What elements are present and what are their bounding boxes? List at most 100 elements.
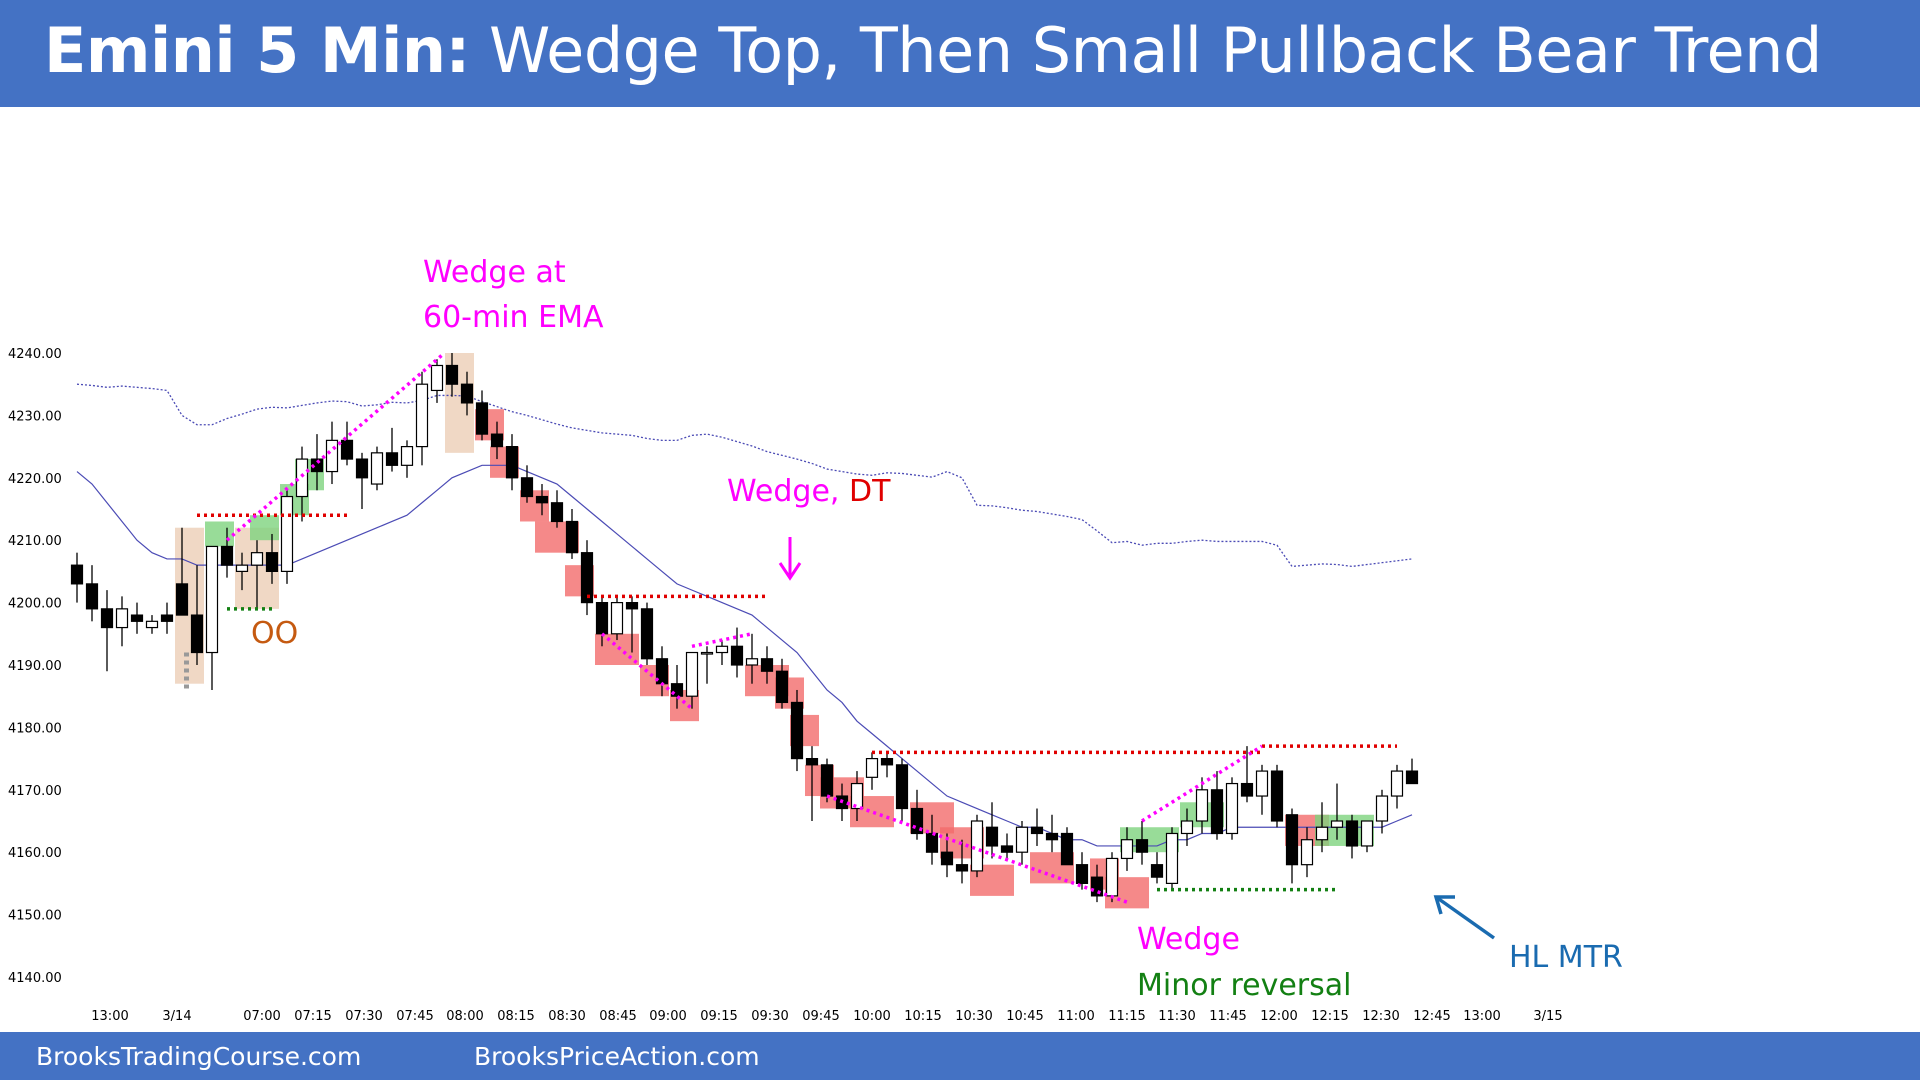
- wedge-dt-trendline: [691, 632, 753, 648]
- candle-body-bull: [1390, 770, 1404, 797]
- header-banner: Emini 5 Min: Wedge Top, Then Small Pullb…: [0, 0, 1920, 107]
- candle-body-bull: [280, 495, 294, 572]
- candle-body-bear: [475, 402, 489, 435]
- annotation-wedge-at-60min-ema-line2: 60-min EMA: [423, 300, 604, 335]
- wedge-dt-arrow-head: [778, 562, 802, 581]
- annotation-minor-reversal: Minor reversal: [1137, 968, 1351, 1003]
- candle: [1120, 827, 1134, 871]
- candle: [1045, 814, 1059, 853]
- candle: [370, 446, 384, 491]
- candle: [1360, 820, 1374, 853]
- candle: [1300, 827, 1314, 878]
- page-title: Emini 5 Min: Wedge Top, Then Small Pullb…: [44, 14, 1822, 87]
- candle: [280, 490, 294, 584]
- candle: [1375, 789, 1389, 834]
- candle: [475, 390, 489, 441]
- candle-body-bull: [1180, 820, 1194, 835]
- candle: [910, 789, 924, 840]
- candle: [130, 602, 144, 634]
- candle: [985, 802, 999, 859]
- candlestick-chart: 4240.00 4230.00 4220.00 4210.00 4200.00 4190.…: [8, 255, 1623, 1024]
- footer-left-link[interactable]: BrooksTradingCourse.com: [36, 1042, 362, 1071]
- candle-body-bull: [1105, 857, 1119, 897]
- candle-body-bull: [145, 620, 159, 629]
- annotation-wedge-dt: Wedge, DT: [727, 474, 891, 509]
- candle-body-bear: [895, 764, 909, 810]
- candle-body-bear: [955, 864, 969, 872]
- candle: [805, 746, 819, 821]
- candle: [535, 484, 549, 516]
- x-tick-label: 09:00: [649, 1009, 686, 1024]
- candle: [1180, 808, 1194, 846]
- candle-body-bear: [565, 520, 579, 554]
- x-axis: 13:00 3/14 07:00 07:15 07:30 07:45 08:00 08:15 0…: [91, 1009, 1562, 1024]
- candle: [325, 421, 339, 485]
- candle-body-bull: [1015, 826, 1029, 853]
- candle: [640, 602, 654, 665]
- candle-body-bear: [1210, 789, 1224, 835]
- footer-banner: BrooksTradingCourse.com BrooksPriceActio…: [0, 1032, 1920, 1080]
- candle-body-bull: [1165, 832, 1179, 884]
- highlight-boxes: [175, 353, 1374, 909]
- candle: [745, 633, 759, 684]
- candle: [1015, 821, 1029, 865]
- candle: [1075, 852, 1089, 890]
- candle: [700, 646, 714, 684]
- candle: [1090, 864, 1104, 903]
- footer-right-link[interactable]: BrooksPriceAction.com: [474, 1042, 760, 1071]
- candle: [925, 814, 939, 865]
- highlight-box-bull: [250, 515, 279, 541]
- annotation-wedge-bottom: Wedge: [1137, 922, 1240, 957]
- candle-body-bear: [670, 683, 684, 697]
- candle: [955, 839, 969, 884]
- candle: [1255, 764, 1269, 815]
- candle-body-bear: [595, 601, 609, 635]
- x-tick-label: 08:45: [599, 1009, 636, 1024]
- candle-body-bear: [880, 757, 894, 766]
- annotation-wedge-at-60min-ema-line1: Wedge at: [423, 255, 566, 290]
- candle: [235, 552, 249, 591]
- candle: [1060, 827, 1074, 866]
- x-tick-label: 3/15: [1533, 1009, 1562, 1024]
- candle: [160, 602, 174, 634]
- candle-body-bear: [1135, 839, 1149, 853]
- ema-60min-line: [76, 383, 1413, 568]
- x-tick-label: 12:00: [1260, 1009, 1297, 1024]
- candle-body-bear: [730, 645, 744, 666]
- y-tick-label: 4220.00: [8, 472, 62, 487]
- candle: [490, 421, 504, 460]
- candle: [400, 440, 414, 478]
- candle: [790, 689, 804, 772]
- x-tick-label: 13:00: [91, 1009, 128, 1024]
- candle-body-bull: [1225, 782, 1239, 835]
- candle: [760, 646, 774, 684]
- candle: [265, 533, 279, 584]
- annotation-wedge-dt-dt: DT: [849, 474, 891, 509]
- candle: [880, 752, 894, 778]
- candle: [145, 615, 159, 634]
- candle-body-bull: [205, 545, 219, 654]
- candle-body-bear: [1270, 770, 1284, 822]
- candle: [895, 758, 909, 821]
- candle-body-bull: [745, 658, 759, 666]
- candle-body-bear: [505, 446, 519, 479]
- candle-body-bear: [1150, 864, 1164, 878]
- candle-body-bear: [1060, 832, 1074, 866]
- x-tick-label: 09:15: [700, 1009, 737, 1024]
- annotation-hl-mtr: HL MTR: [1509, 940, 1623, 975]
- candle-body-bear: [385, 452, 399, 466]
- candle: [355, 452, 369, 509]
- hl-mtr-arrow-shaft: [1434, 895, 1496, 940]
- candle: [1405, 758, 1419, 785]
- x-tick-label: 10:15: [904, 1009, 941, 1024]
- x-tick-label: 3/14: [162, 1009, 191, 1024]
- candle-body-bear: [925, 832, 939, 853]
- candle: [970, 814, 984, 878]
- x-tick-label: 07:30: [345, 1009, 382, 1024]
- candle-body-bull: [430, 364, 444, 392]
- candle: [1315, 802, 1329, 853]
- candle-body-bull: [295, 458, 309, 498]
- candle: [850, 771, 864, 821]
- y-tick-label: 4240.00: [8, 347, 62, 362]
- x-tick-label: 11:30: [1158, 1009, 1195, 1024]
